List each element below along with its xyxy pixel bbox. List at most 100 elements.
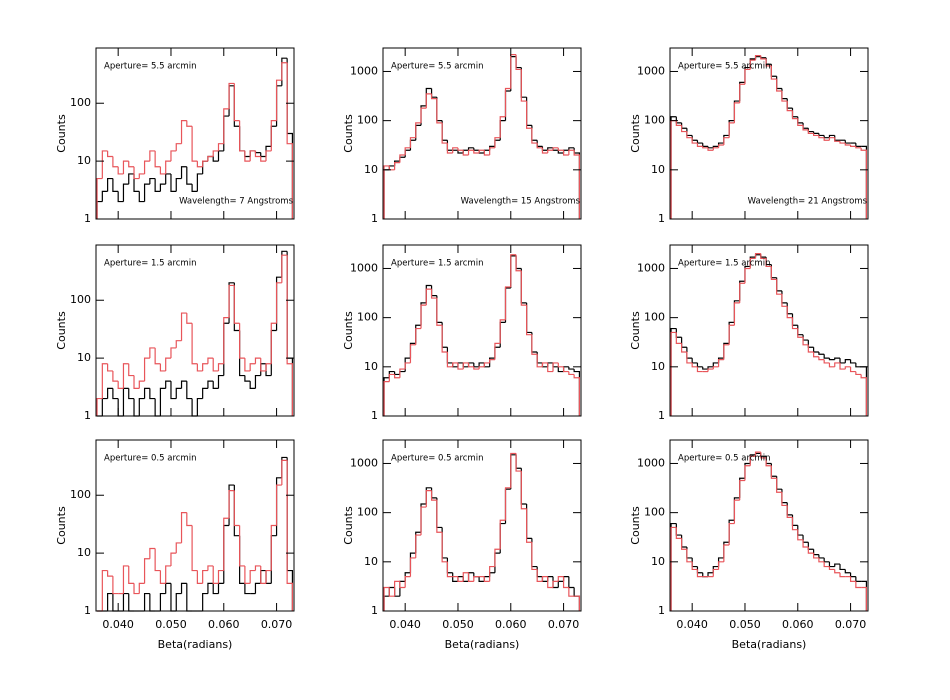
histogram-step — [834, 563, 841, 567]
histogram-step — [760, 452, 767, 459]
histogram-step — [96, 200, 103, 219]
histogram-step — [254, 357, 261, 364]
histogram-step — [823, 135, 830, 139]
histogram-step — [483, 149, 490, 153]
histogram-step — [723, 134, 730, 144]
histogram-step — [122, 183, 129, 202]
histogram-step — [696, 140, 703, 144]
histogram-step — [143, 183, 150, 202]
histogram-step — [797, 118, 804, 127]
histogram-step — [813, 553, 819, 559]
histogram-step — [473, 366, 480, 370]
histogram-step — [776, 476, 782, 490]
histogram-step — [107, 592, 113, 611]
histogram-step — [143, 558, 150, 584]
histogram-step — [430, 490, 437, 501]
x-tick-label: 0.060 — [208, 618, 240, 631]
histogram-step — [547, 149, 554, 153]
x-tick-label: 0.060 — [782, 618, 814, 631]
histogram-step — [383, 586, 390, 611]
histogram-step — [696, 569, 703, 578]
histogram-step — [462, 362, 469, 370]
x-tick-label: 0.070 — [261, 618, 293, 631]
histogram-step — [707, 146, 714, 149]
histogram-step — [207, 565, 214, 571]
histogram-step — [409, 344, 416, 363]
histogram-step — [797, 116, 804, 124]
histogram-step — [855, 362, 862, 368]
histogram-step — [483, 150, 490, 156]
histogram-step — [270, 120, 277, 151]
histogram-step — [196, 173, 203, 192]
histogram-step — [531, 334, 538, 355]
y-tick-label: 1000 — [350, 261, 378, 274]
histogram-step — [802, 539, 809, 548]
histogram-step — [436, 97, 443, 122]
histogram-step — [781, 88, 788, 100]
histogram-step — [244, 565, 251, 584]
histogram-step — [786, 306, 793, 319]
x-axis-label: Beta(radians) — [445, 638, 520, 651]
histogram-step — [180, 312, 187, 341]
histogram-step — [462, 572, 469, 582]
histogram-step — [467, 147, 474, 151]
histogram-step — [547, 362, 554, 367]
histogram-step — [223, 322, 230, 376]
histogram-step — [165, 160, 171, 174]
y-tick-label: 1 — [371, 604, 378, 617]
histogram-step — [770, 264, 777, 279]
histogram-step — [207, 380, 214, 389]
histogram-step — [244, 150, 251, 158]
histogram-step — [159, 387, 166, 416]
histogram-step — [175, 592, 182, 611]
histogram-step — [686, 352, 693, 364]
histogram-step — [557, 576, 564, 582]
histogram-step — [504, 287, 511, 323]
histogram-step — [568, 147, 575, 151]
histogram-step — [409, 137, 416, 148]
histogram-step — [425, 288, 432, 306]
histogram-step — [249, 150, 256, 162]
histogram-step — [707, 368, 714, 372]
histogram-step — [191, 525, 198, 572]
histogram-step — [383, 595, 390, 611]
histogram-step — [536, 352, 543, 364]
y-tick-label: 1000 — [637, 64, 665, 77]
histogram-step — [818, 135, 825, 139]
histogram-step — [828, 358, 835, 361]
histogram-step — [254, 374, 261, 389]
histogram-step — [760, 56, 767, 59]
histogram-step — [739, 282, 745, 303]
histogram-step — [425, 87, 432, 106]
histogram-step — [494, 137, 501, 148]
histogram-step — [430, 285, 437, 297]
histogram-step — [839, 572, 846, 578]
y-tick-label: 1 — [658, 604, 665, 617]
histogram-step — [860, 374, 868, 416]
histogram-step — [420, 302, 427, 326]
plot-frame — [669, 244, 869, 417]
annotation: Aperture= 5.5 arcmin — [104, 62, 196, 72]
histogram-step — [275, 276, 282, 331]
histogram-step — [573, 587, 581, 611]
histogram-step — [265, 363, 272, 377]
histogram-step — [399, 370, 406, 375]
histogram-step — [170, 552, 177, 566]
histogram-step — [170, 173, 177, 192]
histogram-step — [568, 149, 575, 156]
y-tick-label: 100 — [357, 506, 378, 519]
histogram-step — [562, 150, 569, 156]
histogram-step — [143, 387, 150, 399]
histogram-step — [834, 569, 841, 574]
histogram-step — [175, 177, 182, 192]
histogram-step — [441, 122, 448, 144]
histogram-step — [186, 166, 193, 185]
histogram-step — [515, 56, 522, 69]
x-tick-label: 0.050 — [442, 618, 474, 631]
plot-frame — [669, 47, 869, 220]
histogram-step — [839, 362, 846, 370]
histogram-step — [149, 347, 156, 359]
histogram-step — [770, 465, 777, 479]
histogram-step — [531, 125, 538, 141]
histogram-step — [823, 359, 830, 364]
